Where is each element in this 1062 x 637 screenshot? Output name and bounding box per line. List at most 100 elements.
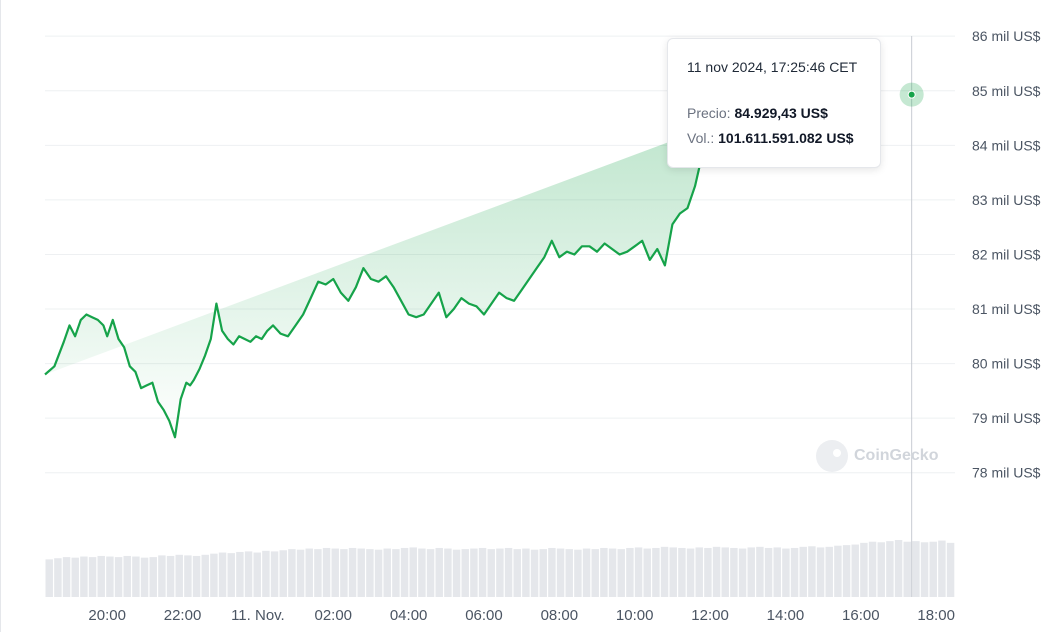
volume-bar [366, 549, 374, 597]
price-series[interactable] [44, 82, 924, 439]
volume-bar [348, 547, 357, 597]
price-line[interactable] [44, 93, 757, 439]
volume-bar [678, 547, 686, 597]
volume-bar [747, 547, 755, 597]
tooltip-volume-row: Vol.: 101.611.591.082 US$ [687, 130, 854, 146]
y-tick-label: 81 mil US$ [972, 301, 1041, 317]
x-tick-label: 11. Nov. [231, 607, 285, 624]
volume-bar [868, 541, 877, 597]
volume-bar [496, 548, 504, 597]
volume-bar [400, 547, 409, 597]
x-tick-label: 18:00 [917, 607, 955, 624]
x-tick-label: 02:00 [314, 607, 352, 624]
y-axis: 86 mil US$ 85 mil US$ 84 mil US$ 83 mil US$… [972, 28, 1041, 481]
y-tick-label: 83 mil US$ [972, 192, 1041, 208]
volume-bar [886, 541, 894, 597]
volume-bar [582, 548, 591, 597]
volume-bar [201, 554, 209, 597]
x-tick-label: 06:00 [465, 607, 503, 624]
gecko-logo-icon [816, 440, 848, 472]
volume-bar [704, 547, 712, 597]
volume-bar [591, 549, 599, 597]
tooltip-price-label: Precio: [687, 105, 731, 121]
volume-bar [860, 542, 868, 597]
volume-bar [539, 549, 547, 597]
volume-bar [279, 550, 287, 597]
volume-bar [626, 547, 634, 597]
x-tick-label: 12:00 [691, 607, 729, 624]
volume-bar [54, 558, 62, 597]
volume-bar [903, 541, 911, 597]
volume-bar [565, 549, 573, 597]
volume-bar [816, 547, 825, 597]
volume-bar [374, 549, 383, 597]
volume-bar [834, 545, 842, 597]
volume-bar [296, 549, 305, 597]
volume-bar [721, 547, 729, 597]
y-tick-label: 82 mil US$ [972, 246, 1041, 262]
volume-bar [426, 549, 435, 597]
tooltip-price-value: 84.929,43 US$ [734, 105, 828, 121]
tooltip-volume-value: 101.611.591.082 US$ [718, 130, 854, 146]
volume-bar [149, 557, 157, 597]
volume-bar [62, 557, 71, 597]
volume-bar [574, 549, 582, 597]
volume-bar [738, 548, 747, 597]
volume-bar [730, 547, 738, 597]
volume-bar [114, 557, 123, 597]
volume-bar [756, 546, 764, 597]
volume-bar [842, 545, 851, 597]
tooltip-timestamp: 11 nov 2024, 17:25:46 CET [687, 59, 858, 75]
tooltip-price-row: Precio: 84.929,43 US$ [687, 105, 828, 121]
price-area-fill [45, 94, 756, 438]
volume-bar [184, 555, 192, 597]
x-tick-label: 04:00 [390, 607, 428, 624]
volume-bar [262, 550, 270, 597]
volume-bar [634, 547, 643, 597]
volume-bar [920, 542, 929, 597]
volume-bar [288, 549, 296, 597]
volume-bar [782, 548, 790, 597]
volume-bar [790, 547, 799, 597]
x-tick-label: 20:00 [88, 607, 126, 624]
price-area [45, 94, 756, 438]
hover-point[interactable] [907, 90, 916, 99]
volume-bar [929, 541, 937, 597]
x-tick-label: 22:00 [164, 607, 202, 624]
volume-bar [504, 547, 513, 597]
volume-bar [244, 551, 253, 597]
volume-bar [236, 551, 244, 597]
chart-left-border [0, 0, 1, 632]
volume-bar [166, 555, 175, 597]
y-tick-label: 86 mil US$ [972, 28, 1041, 44]
volume-bar [322, 547, 331, 597]
volume-bar [695, 547, 703, 597]
x-tick-label: 14:00 [767, 607, 805, 624]
y-tick-label: 84 mil US$ [972, 137, 1041, 153]
x-tick-label: 08:00 [541, 607, 579, 624]
volume-bar [175, 554, 183, 597]
volume-bar [643, 548, 651, 597]
volume-bar [227, 553, 235, 597]
volume-bar [45, 559, 53, 597]
volume-bar [877, 542, 885, 597]
volume-bar [270, 551, 279, 597]
x-tick-label: 16:00 [842, 607, 880, 624]
volume-bar [851, 544, 859, 597]
volume-bar [71, 557, 79, 597]
volume-bar [686, 548, 695, 597]
volume-bar [470, 548, 478, 597]
volume-bar [218, 552, 227, 597]
volume-bar [331, 548, 339, 597]
volume-bar [392, 549, 400, 597]
volume-bar [652, 547, 660, 597]
volume-bar [158, 555, 166, 597]
volume-bar [799, 546, 807, 597]
volume-bar [669, 547, 677, 597]
volume-bar [383, 548, 391, 597]
y-tick-label: 79 mil US$ [972, 410, 1041, 426]
volume-bar [660, 546, 669, 597]
volume-bar [97, 555, 105, 597]
